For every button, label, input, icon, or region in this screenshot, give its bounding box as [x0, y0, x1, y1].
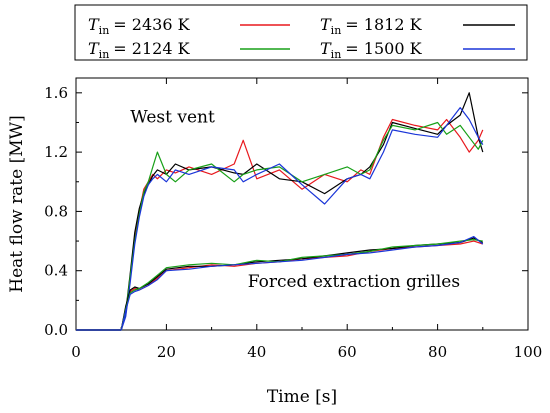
- legend-entry: Tin = 1500 K: [320, 39, 515, 61]
- y-axis-label: Heat flow rate [MW]: [7, 115, 27, 293]
- legend-label: Tin = 1500 K: [320, 39, 423, 61]
- legend-entry: Tin = 2124 K: [88, 39, 290, 61]
- x-tick-label: 60: [338, 343, 357, 361]
- y-tick-label: 0.0: [44, 321, 68, 339]
- x-tick-label: 0: [71, 343, 81, 361]
- legend-var: T: [88, 15, 100, 34]
- legend-sub: in: [99, 48, 110, 61]
- legend-sub: in: [331, 24, 342, 37]
- series-line-1: [76, 92, 484, 331]
- legend-entry: Tin = 2436 K: [88, 15, 290, 37]
- legend-entry: Tin = 1812 K: [320, 15, 515, 37]
- y-tick-label: 1.6: [44, 84, 68, 102]
- x-tick-label: 40: [247, 343, 266, 361]
- legend-sub: in: [331, 48, 342, 61]
- legend-var: T: [320, 15, 332, 34]
- series-line-2: [76, 121, 484, 331]
- legend-value: = 1812 K: [345, 15, 422, 34]
- legend-var: T: [88, 39, 100, 58]
- series-lines: [76, 92, 484, 331]
- annotations: West vent Forced extraction grilles: [130, 107, 460, 292]
- legend-label: Tin = 2124 K: [88, 39, 191, 61]
- legend-label: Tin = 2436 K: [88, 15, 191, 37]
- legend-frame: [74, 4, 528, 61]
- legend-sub: in: [99, 24, 110, 37]
- y-tick-label: 0.8: [44, 202, 68, 220]
- x-tick-label: 100: [514, 343, 543, 361]
- legend-var: T: [320, 39, 332, 58]
- legend-value: = 2124 K: [113, 39, 190, 58]
- legend-value: = 1500 K: [345, 39, 422, 58]
- annotation-label: Forced extraction grilles: [248, 272, 460, 292]
- y-tick-label: 0.4: [44, 262, 68, 280]
- legend-label: Tin = 1812 K: [320, 15, 423, 37]
- series-line-3: [76, 106, 484, 331]
- y-tick-label: 1.2: [44, 143, 68, 161]
- legend-value: = 2436 K: [113, 15, 190, 34]
- x-tick-label: 80: [428, 343, 447, 361]
- x-tick-label: 20: [157, 343, 176, 361]
- x-axis-label: Time [s]: [267, 387, 337, 407]
- series-line-6: [76, 239, 483, 331]
- annotation-label: West vent: [130, 107, 215, 127]
- series-line-7: [76, 236, 484, 331]
- axis-ticks: 0 20 40 60 80 100 0.0 0.4 0.8 1.2 1.6: [44, 78, 542, 361]
